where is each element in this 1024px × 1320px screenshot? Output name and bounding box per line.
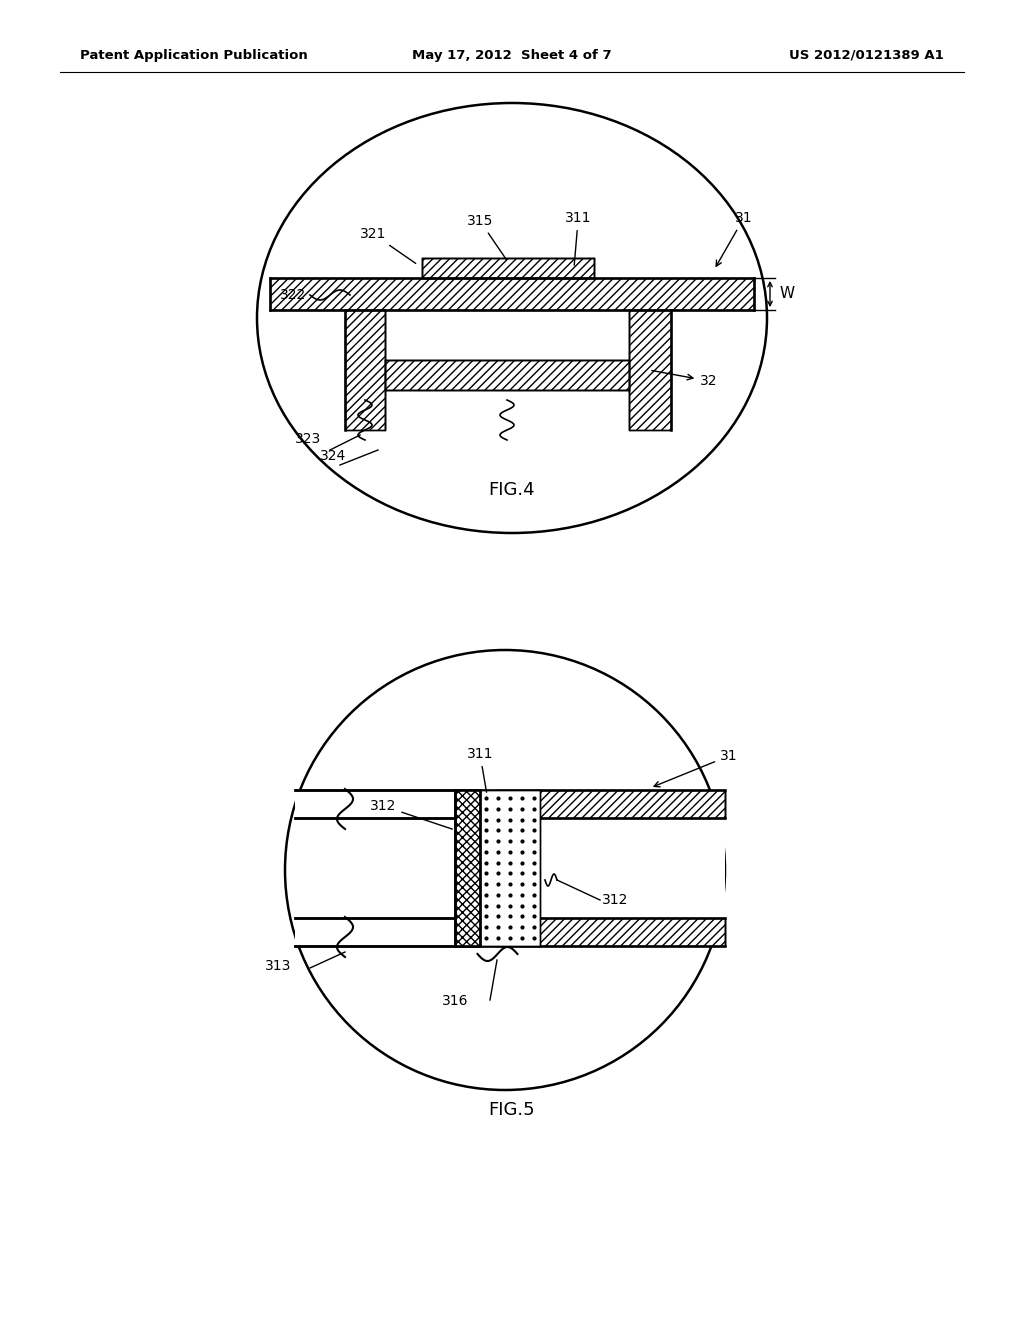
Bar (270, 279, 754, 310)
Text: Patent Application Publication: Patent Application Publication (80, 49, 308, 62)
Bar (455, 789, 480, 946)
Bar (385, 389, 629, 430)
Text: 321: 321 (360, 227, 416, 264)
Text: 311: 311 (467, 747, 494, 792)
Bar (270, 279, 754, 310)
Bar (345, 310, 385, 430)
Bar (295, 789, 725, 818)
Text: 315: 315 (467, 214, 507, 260)
Bar (385, 360, 629, 389)
Bar (497, 818, 725, 917)
Bar (455, 789, 480, 946)
Text: FIG.5: FIG.5 (488, 1101, 536, 1119)
Bar (497, 789, 725, 818)
Text: W: W (780, 286, 795, 301)
Bar (629, 310, 671, 430)
Text: 324: 324 (319, 449, 346, 463)
Bar (480, 789, 540, 946)
Text: FIG.4: FIG.4 (488, 480, 536, 499)
Bar (385, 360, 629, 389)
Text: 316: 316 (441, 994, 468, 1008)
Text: 32: 32 (651, 371, 718, 388)
Bar (497, 917, 725, 946)
Bar (422, 257, 594, 279)
Text: 31: 31 (654, 748, 737, 787)
Bar (497, 917, 725, 946)
Text: 311: 311 (565, 211, 592, 265)
Bar (345, 310, 385, 430)
Bar (497, 789, 725, 818)
Text: 312: 312 (370, 799, 453, 829)
Bar (385, 310, 629, 360)
Text: 31: 31 (716, 211, 753, 267)
Text: 323: 323 (295, 432, 322, 446)
Bar (629, 310, 671, 430)
Bar (422, 257, 594, 279)
Text: 312: 312 (602, 894, 629, 907)
Bar (295, 917, 725, 946)
Text: 313: 313 (265, 960, 292, 973)
Text: May 17, 2012  Sheet 4 of 7: May 17, 2012 Sheet 4 of 7 (413, 49, 611, 62)
Text: US 2012/0121389 A1: US 2012/0121389 A1 (790, 49, 944, 62)
Text: 322: 322 (280, 288, 306, 302)
